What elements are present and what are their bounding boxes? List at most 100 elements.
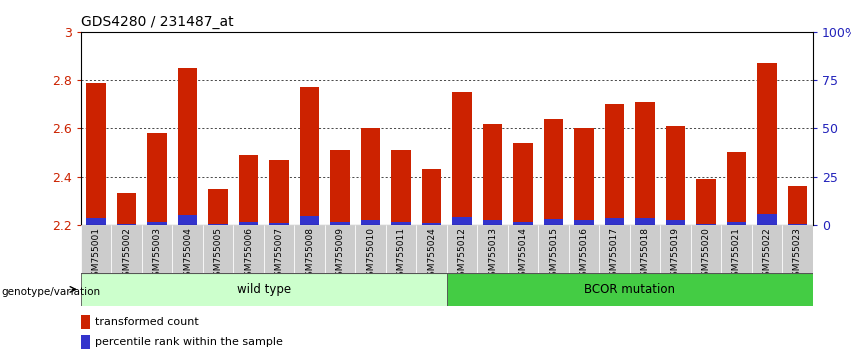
Bar bbox=[233, 225, 264, 273]
Text: wild type: wild type bbox=[237, 283, 291, 296]
Bar bbox=[208, 189, 228, 225]
Bar bbox=[447, 225, 477, 273]
Bar bbox=[386, 225, 416, 273]
Text: GSM755018: GSM755018 bbox=[641, 227, 649, 282]
Bar bbox=[513, 222, 533, 225]
Bar bbox=[483, 220, 502, 225]
Bar bbox=[696, 223, 716, 225]
Bar bbox=[330, 222, 350, 225]
Bar bbox=[361, 219, 380, 225]
Bar bbox=[421, 223, 442, 225]
Bar bbox=[660, 225, 691, 273]
Bar bbox=[142, 225, 172, 273]
Bar bbox=[81, 273, 447, 306]
Text: BCOR mutation: BCOR mutation bbox=[585, 283, 675, 296]
Bar bbox=[178, 68, 197, 225]
Bar bbox=[513, 143, 533, 225]
Bar bbox=[691, 225, 721, 273]
Text: GSM755014: GSM755014 bbox=[518, 227, 528, 282]
Bar bbox=[635, 218, 655, 225]
Text: GSM755016: GSM755016 bbox=[580, 227, 589, 282]
Text: GSM755011: GSM755011 bbox=[397, 227, 406, 282]
Bar bbox=[86, 218, 106, 225]
Bar bbox=[330, 150, 350, 225]
Bar bbox=[117, 224, 136, 225]
Text: GSM755017: GSM755017 bbox=[610, 227, 619, 282]
Bar bbox=[117, 193, 136, 225]
Bar bbox=[452, 217, 472, 225]
Text: GSM755002: GSM755002 bbox=[122, 227, 131, 282]
Bar bbox=[696, 179, 716, 225]
Bar bbox=[635, 102, 655, 225]
Text: GSM755022: GSM755022 bbox=[762, 227, 772, 282]
Bar bbox=[111, 225, 142, 273]
Text: percentile rank within the sample: percentile rank within the sample bbox=[95, 337, 283, 347]
Bar bbox=[665, 126, 685, 225]
Bar bbox=[544, 119, 563, 225]
Bar bbox=[574, 128, 594, 225]
Bar bbox=[208, 224, 228, 225]
Text: GSM755009: GSM755009 bbox=[335, 227, 345, 282]
Bar bbox=[544, 219, 563, 225]
Text: GSM755005: GSM755005 bbox=[214, 227, 223, 282]
Bar bbox=[727, 222, 746, 225]
Bar bbox=[81, 315, 90, 329]
Bar bbox=[782, 225, 813, 273]
Bar bbox=[751, 225, 782, 273]
Bar bbox=[447, 273, 813, 306]
Bar bbox=[787, 186, 808, 225]
Bar bbox=[203, 225, 233, 273]
Bar bbox=[300, 87, 319, 225]
Bar bbox=[416, 225, 447, 273]
Bar bbox=[238, 222, 259, 225]
Bar bbox=[604, 104, 625, 225]
Bar bbox=[421, 169, 442, 225]
Bar bbox=[665, 220, 685, 225]
Text: GSM755001: GSM755001 bbox=[92, 227, 100, 282]
Bar bbox=[294, 225, 325, 273]
Bar bbox=[325, 225, 355, 273]
Bar bbox=[391, 150, 411, 225]
Text: GSM755023: GSM755023 bbox=[793, 227, 802, 282]
Bar bbox=[630, 225, 660, 273]
Bar bbox=[147, 222, 167, 225]
Bar bbox=[238, 155, 259, 225]
Bar bbox=[81, 225, 111, 273]
Bar bbox=[721, 225, 751, 273]
Bar bbox=[568, 225, 599, 273]
Text: GSM755007: GSM755007 bbox=[275, 227, 283, 282]
Text: GSM755003: GSM755003 bbox=[152, 227, 162, 282]
Text: GSM755004: GSM755004 bbox=[183, 227, 192, 282]
Text: GSM755019: GSM755019 bbox=[671, 227, 680, 282]
Text: GSM755021: GSM755021 bbox=[732, 227, 741, 282]
Bar bbox=[727, 153, 746, 225]
Bar bbox=[355, 225, 386, 273]
Bar bbox=[452, 92, 472, 225]
Bar bbox=[508, 225, 538, 273]
Bar bbox=[361, 128, 380, 225]
Bar bbox=[269, 223, 289, 225]
Bar bbox=[757, 214, 777, 225]
Bar bbox=[538, 225, 568, 273]
Bar bbox=[574, 220, 594, 225]
Bar bbox=[269, 160, 289, 225]
Text: GDS4280 / 231487_at: GDS4280 / 231487_at bbox=[81, 16, 233, 29]
Bar bbox=[391, 222, 411, 225]
Text: GSM755012: GSM755012 bbox=[458, 227, 466, 282]
Text: GSM755008: GSM755008 bbox=[305, 227, 314, 282]
Bar bbox=[81, 335, 90, 348]
Bar bbox=[172, 225, 203, 273]
Text: transformed count: transformed count bbox=[95, 317, 199, 327]
Bar bbox=[147, 133, 167, 225]
Bar bbox=[604, 218, 625, 225]
Text: genotype/variation: genotype/variation bbox=[2, 287, 100, 297]
Text: GSM755013: GSM755013 bbox=[488, 227, 497, 282]
Text: GSM755020: GSM755020 bbox=[701, 227, 711, 282]
Text: GSM755010: GSM755010 bbox=[366, 227, 375, 282]
Bar bbox=[599, 225, 630, 273]
Bar bbox=[264, 225, 294, 273]
Bar bbox=[483, 124, 502, 225]
Bar bbox=[477, 225, 508, 273]
Bar bbox=[757, 63, 777, 225]
Bar bbox=[86, 82, 106, 225]
